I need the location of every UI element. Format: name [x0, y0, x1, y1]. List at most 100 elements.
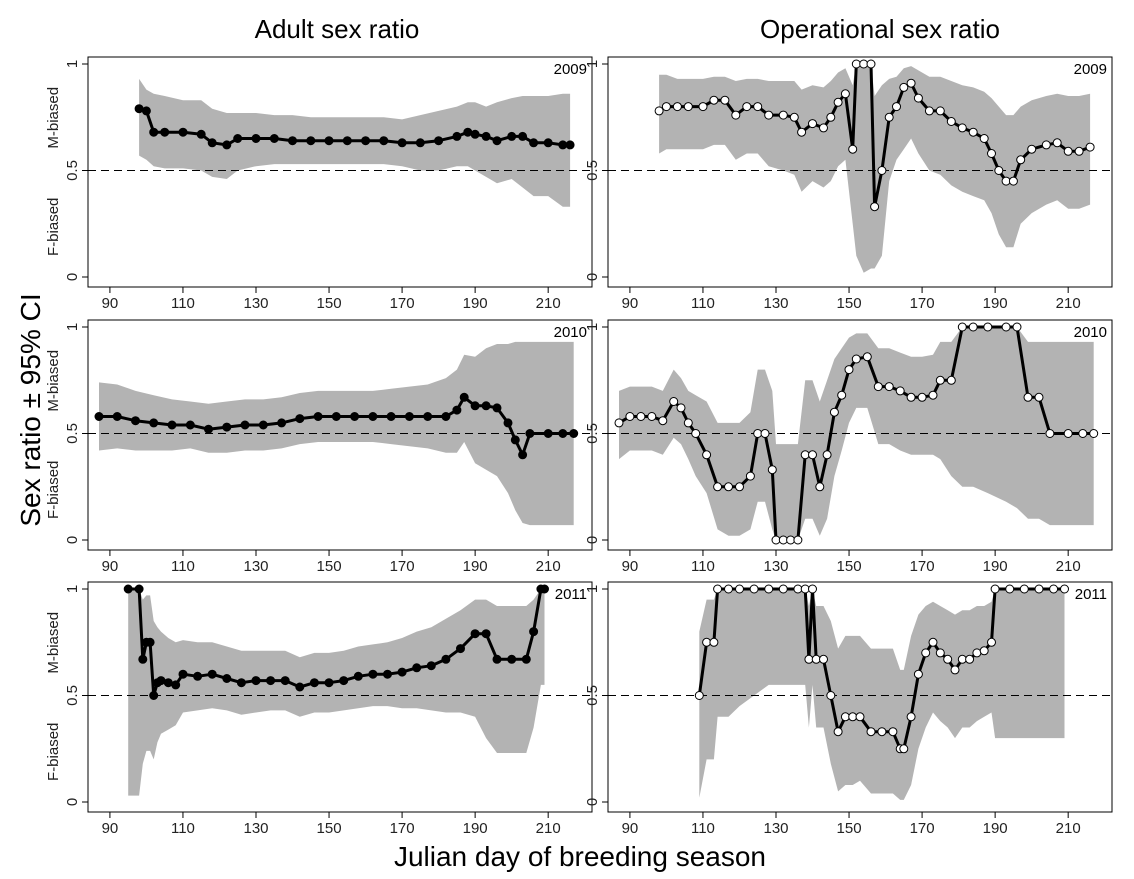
- data-point: [171, 680, 181, 690]
- y-tick-label: 0: [64, 273, 81, 281]
- m-biased-label: M-biased: [45, 612, 62, 674]
- data-point: [156, 676, 166, 686]
- data-point: [994, 166, 1004, 175]
- x-tick-label: 190: [463, 295, 488, 312]
- data-point: [277, 418, 287, 428]
- col-title-operational: Operational sex ratio: [760, 14, 1000, 44]
- y-tick-label: 0.5: [64, 160, 81, 181]
- data-point: [753, 102, 763, 112]
- data-point: [492, 654, 502, 664]
- data-point: [324, 136, 334, 146]
- y-tick-label: 0: [584, 273, 601, 281]
- data-point: [815, 482, 825, 492]
- data-point: [1089, 429, 1099, 438]
- panel-osr-2011: 90 110 130 150 170 190 210 0 0.5 1 2011: [584, 581, 1113, 837]
- data-point: [207, 669, 217, 679]
- x-axis-label: Julian day of breeding season: [394, 841, 766, 872]
- data-point: [965, 654, 975, 664]
- x-tick-label: 90: [102, 820, 119, 837]
- data-point: [808, 450, 817, 460]
- plot-frame: [87, 319, 593, 551]
- data-point: [957, 322, 967, 332]
- data-point: [899, 82, 909, 92]
- data-point: [295, 682, 305, 692]
- data-point: [112, 412, 122, 421]
- data-point: [833, 727, 843, 737]
- panel-asr-2009: 90 110 130 150 170 190 210 0 0.5 1 2009 M-biased F-b…: [45, 56, 593, 312]
- y-tick-label: 1: [584, 60, 601, 68]
- data-point: [269, 134, 279, 143]
- x-tick-label: 190: [983, 558, 1008, 575]
- x-tick-label: 210: [1056, 558, 1081, 575]
- data-point: [1019, 584, 1029, 594]
- data-point: [745, 471, 755, 481]
- data-point: [793, 535, 803, 545]
- x-tick-label: 190: [463, 820, 488, 837]
- x-tick-label: 170: [390, 820, 415, 837]
- data-point: [683, 418, 693, 428]
- y-tick-label: 0: [584, 798, 601, 806]
- data-point: [350, 412, 360, 421]
- data-point: [361, 136, 371, 146]
- data-point: [724, 584, 733, 594]
- data-point: [742, 102, 752, 112]
- data-point: [456, 644, 465, 654]
- data-point: [529, 627, 539, 637]
- panel-osr-2009: 90 110 130 150 170 190 210 0 0.5 1 2009: [584, 56, 1113, 312]
- data-point: [826, 691, 836, 700]
- data-point: [193, 671, 203, 681]
- data-point: [1012, 322, 1022, 332]
- data-point: [196, 129, 206, 139]
- data-point: [204, 424, 213, 434]
- data-point: [826, 112, 836, 122]
- data-point: [543, 429, 553, 438]
- x-tick-label: 210: [536, 558, 561, 575]
- f-biased-label: F-biased: [45, 723, 62, 781]
- data-point: [94, 412, 104, 421]
- data-point: [1041, 140, 1051, 150]
- data-point: [134, 584, 144, 594]
- x-tick-label: 130: [243, 295, 268, 312]
- data-point: [441, 654, 451, 664]
- data-point: [654, 106, 664, 116]
- data-point: [306, 136, 316, 146]
- data-point: [481, 401, 491, 411]
- data-point: [979, 134, 989, 143]
- x-tick-label: 170: [390, 295, 415, 312]
- y-tick-label: 0.5: [584, 685, 601, 706]
- data-point: [379, 136, 389, 146]
- data-point: [149, 691, 159, 700]
- data-point: [309, 678, 319, 688]
- data-point: [614, 418, 624, 428]
- data-point: [525, 429, 535, 438]
- data-point: [313, 412, 323, 421]
- data-point: [1027, 144, 1037, 154]
- data-point: [906, 392, 916, 402]
- x-tick-label: 110: [171, 558, 195, 575]
- data-point: [713, 584, 723, 594]
- plot-frame: [607, 581, 1113, 813]
- ci-band: [139, 78, 571, 207]
- data-point: [1052, 138, 1062, 148]
- data-point: [492, 136, 502, 146]
- data-point: [160, 127, 170, 137]
- data-point: [928, 390, 938, 400]
- x-tick-label: 170: [910, 295, 935, 312]
- data-point: [778, 584, 788, 594]
- data-point: [990, 584, 1000, 594]
- plot-frame: [607, 319, 1113, 551]
- data-point: [569, 429, 579, 438]
- y-tick-label: 0: [64, 798, 81, 806]
- plot-frame: [607, 56, 1113, 288]
- data-point: [222, 140, 232, 150]
- data-point: [266, 676, 276, 686]
- data-point: [470, 629, 480, 639]
- data-point: [749, 584, 759, 594]
- data-point: [829, 407, 839, 417]
- data-point: [518, 450, 528, 460]
- f-biased-label: F-biased: [45, 198, 62, 256]
- data-point: [565, 140, 575, 150]
- data-point: [661, 102, 671, 112]
- x-tick-label: 190: [983, 295, 1008, 312]
- data-point: [917, 392, 927, 402]
